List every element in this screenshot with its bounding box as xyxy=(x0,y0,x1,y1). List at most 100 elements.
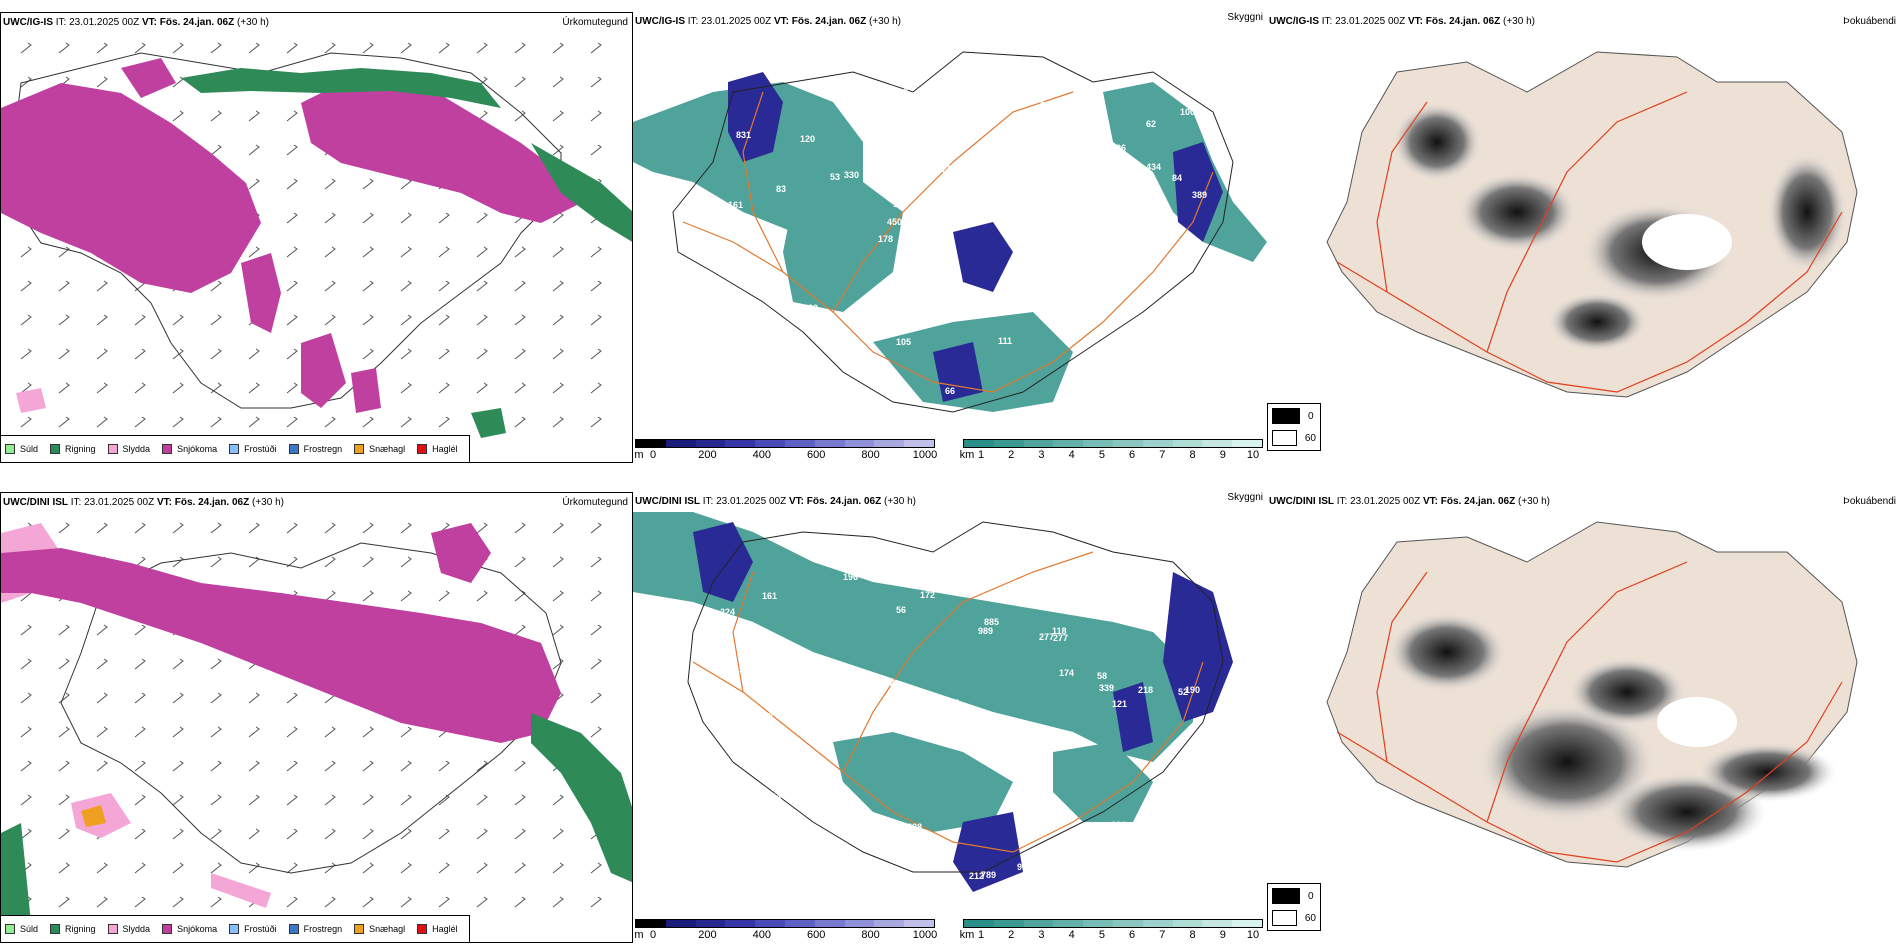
wind-barb xyxy=(20,314,32,326)
colorbar-segment xyxy=(1053,920,1084,927)
wind-barb xyxy=(476,212,488,224)
visibility-value-label: 258 xyxy=(753,373,768,383)
wind-barb xyxy=(590,144,602,156)
wind-barb xyxy=(324,862,336,874)
visibility-value-label: 212 xyxy=(969,871,984,881)
wind-barb xyxy=(476,110,488,122)
wind-barb xyxy=(514,862,526,874)
wind-barb xyxy=(438,416,450,428)
it-label: IT: xyxy=(55,17,67,28)
visibility-value-label: 245 xyxy=(745,305,760,315)
wind-barb xyxy=(362,590,374,602)
wind-barb xyxy=(58,416,70,428)
wind-barb xyxy=(476,280,488,292)
legend-swatch xyxy=(5,444,15,454)
wind-barb xyxy=(172,110,184,122)
snow-area xyxy=(241,253,281,333)
panel-title: UWC/DINI ISL IT: 23.01.2025 00Z VT: Fös.… xyxy=(635,496,916,507)
visibility-value-label: 56 xyxy=(896,605,906,615)
legend-label: Rigning xyxy=(65,444,96,454)
wind-barb xyxy=(400,382,412,394)
wind-barb xyxy=(58,382,70,394)
wind-barb xyxy=(552,110,564,122)
visibility-value-label: 221 xyxy=(1040,100,1055,110)
colorbar-tick-label: 800 xyxy=(861,449,880,461)
wind-barb xyxy=(590,896,602,908)
high-ground-area xyxy=(1173,142,1223,242)
vt-value: Fös. 24.jan. 06Z xyxy=(159,17,235,28)
wind-barb xyxy=(96,76,108,88)
visibility-value-label: 311 xyxy=(887,326,902,336)
wind-barb xyxy=(400,416,412,428)
vt-label: VT: xyxy=(1422,496,1438,507)
wind-barb xyxy=(96,760,108,772)
height-colorbar-ticks: m 0 200 400 600 800 1000 xyxy=(634,928,937,941)
wind-barb xyxy=(210,794,222,806)
road-network xyxy=(1336,91,1843,393)
wind-barb xyxy=(134,314,146,326)
wind-barb xyxy=(210,110,222,122)
panel-variable-label: Þokuábendi xyxy=(1843,496,1896,507)
cloud-legend-label: 0 xyxy=(1308,410,1314,422)
visibility-value-label: 269 xyxy=(787,341,802,351)
wind-barb xyxy=(514,522,526,534)
visibility-value-label: 235 xyxy=(736,857,751,867)
colorbar-segment xyxy=(964,440,994,447)
colorbar-segment xyxy=(1053,440,1084,447)
wind-barb xyxy=(438,862,450,874)
visibility-value-label: 277 xyxy=(1039,632,1054,642)
legend-item: Súld xyxy=(5,924,38,934)
wind-barb xyxy=(552,280,564,292)
wind-barb xyxy=(324,246,336,258)
low-visibility-area xyxy=(783,182,903,312)
visibility-value-label: 115 xyxy=(731,312,746,322)
visibility-value-label: 615 xyxy=(1188,786,1203,796)
colorbar-segment xyxy=(993,440,1024,447)
wind-barb xyxy=(20,624,32,636)
wind-barb xyxy=(96,416,108,428)
legend-label: Snæhagl xyxy=(369,924,406,934)
legend-swatch xyxy=(417,444,428,454)
vt-value: Fös. 24.jan. 06Z xyxy=(806,496,882,507)
visibility-value-label: 205 xyxy=(961,199,976,209)
wind-barb xyxy=(248,692,260,704)
wind-barb xyxy=(172,692,184,704)
wind-barb xyxy=(362,760,374,772)
panel-title: UWC/IG-IS IT: 23.01.2025 00Z VT: Fös. 24… xyxy=(635,16,901,27)
wind-barb xyxy=(362,178,374,190)
wind-barb xyxy=(96,382,108,394)
cloud-legend-swatch xyxy=(1272,408,1300,424)
visibility-value-label: 75 xyxy=(1042,263,1052,273)
cloud-shade xyxy=(1392,102,1482,182)
wind-barb xyxy=(476,246,488,258)
rain-area xyxy=(531,143,632,242)
wind-barb xyxy=(58,624,70,636)
visibility-value-label: 141 xyxy=(907,688,922,698)
cloud-shade xyxy=(1387,612,1507,692)
colorbar-segment xyxy=(1023,440,1054,447)
wind-barb xyxy=(210,896,222,908)
legend-label: Slydda xyxy=(122,924,151,934)
legend-swatch xyxy=(5,924,15,934)
high-ground-area xyxy=(933,342,983,402)
wind-barb xyxy=(286,556,298,568)
wind-barb xyxy=(210,760,222,772)
cloud-shade xyxy=(1697,742,1837,802)
wind-barb xyxy=(438,590,450,602)
visibility-value-label: 52 xyxy=(696,650,706,660)
visibility-map: 128 102 52 330 253 252 224 277 474 989 265 235 196 40… xyxy=(633,512,1233,892)
precip-type-legend: Súld Rigning Slydda Snjókoma Frostúði Frostre… xyxy=(1,915,470,942)
legend-item: Snæhagl xyxy=(354,924,405,934)
lead-time: (+30 h) xyxy=(1518,496,1550,507)
wind-barb xyxy=(58,760,70,772)
colorbar-tick-label: 200 xyxy=(698,449,717,461)
model-name: UWC/IG-IS xyxy=(635,16,685,27)
visibility-value-label: 434 xyxy=(1146,162,1161,172)
cloud-legend-row: 0 xyxy=(1272,406,1316,426)
wind-barb xyxy=(248,794,260,806)
wind-barb xyxy=(286,110,298,122)
legend-label: Súld xyxy=(20,924,39,934)
cloud-shade xyxy=(1457,172,1577,252)
colorbar-segment xyxy=(993,920,1024,927)
wind-barb xyxy=(514,280,526,292)
